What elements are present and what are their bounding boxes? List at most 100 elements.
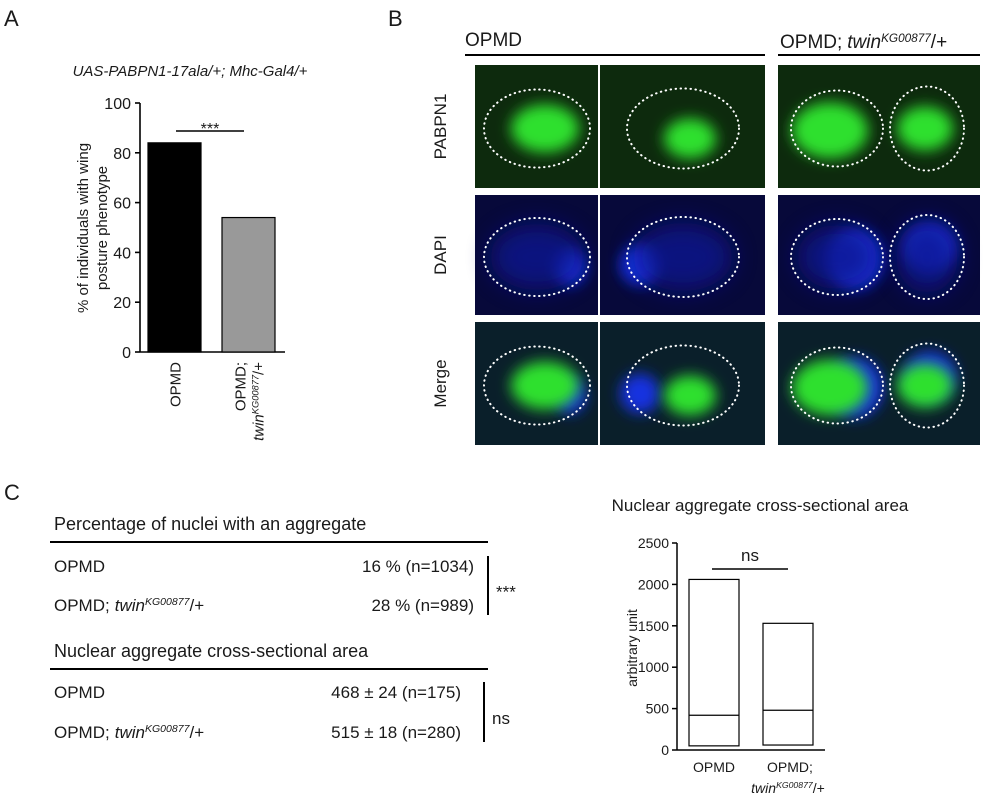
panel-letter: C xyxy=(4,480,20,505)
dapi-signal xyxy=(620,373,660,414)
chart-title: Nuclear aggregate cross-sectional area xyxy=(612,496,909,515)
y-tick-label: 0 xyxy=(122,345,131,362)
genotype-part: OPMD; xyxy=(54,723,110,742)
genotype-part: OPMD xyxy=(54,557,105,576)
genotype-part: OPMD; xyxy=(767,759,813,775)
y-tick-label: 100 xyxy=(104,96,131,113)
genotype-part: KG00877 xyxy=(881,32,931,45)
chart-title: UAS-PABPN1-17ala/+; Mhc-Gal4/+ xyxy=(73,63,308,80)
y-tick-label: 2000 xyxy=(638,576,669,592)
panel-letter: A xyxy=(4,6,19,31)
significance: *** xyxy=(201,121,220,138)
y-axis-label: arbitrary unit xyxy=(624,609,640,687)
y-tick-label: 2500 xyxy=(638,535,669,551)
y-tick-label: 0 xyxy=(661,742,669,758)
row-value: 468 ± 24 (n=175) xyxy=(331,683,461,702)
section-title: Nuclear aggregate cross-sectional area xyxy=(54,641,369,661)
dapi-diffuse xyxy=(896,221,958,293)
nucleus-outline xyxy=(483,345,591,426)
nucleus-outline xyxy=(626,344,740,427)
pabpn1-signal xyxy=(897,363,953,408)
nucleus-outline xyxy=(483,217,591,297)
pabpn1-signal xyxy=(792,102,868,159)
row-label: PABPN1 xyxy=(431,94,450,160)
genotype-part: OPMD xyxy=(693,759,735,775)
y-tick-label: 1500 xyxy=(638,618,669,634)
row-label: DAPI xyxy=(431,235,450,275)
significance: *** xyxy=(496,583,516,602)
genotype-part: OPMD xyxy=(54,683,105,702)
x-tick-label: OPMD; xyxy=(767,759,813,775)
dapi-diffuse xyxy=(633,223,733,291)
genotype-label: OPMD; twinKG00877/+ xyxy=(780,32,947,54)
row-value: 515 ± 18 (n=280) xyxy=(331,723,461,742)
nucleus-outline xyxy=(790,89,884,168)
significance: ns xyxy=(741,546,759,565)
y-axis-label: posture phenotype xyxy=(94,166,111,290)
nucleus-outline xyxy=(483,88,591,169)
genotype-part: /+ xyxy=(251,362,268,375)
range-box xyxy=(688,578,740,747)
pabpn1-signal xyxy=(792,359,868,416)
significance: ns xyxy=(492,709,510,728)
genotype-label: OPMD; twinKG00877/+ xyxy=(54,596,204,615)
genotype-part: /+ xyxy=(813,780,825,796)
row-value: 28 % (n=989) xyxy=(371,596,474,615)
row-label: Merge xyxy=(431,359,450,407)
column-header: OPMD xyxy=(465,30,522,51)
section-title: Percentage of nuclei with an aggregate xyxy=(54,514,366,534)
row-value: 16 % (n=1034) xyxy=(362,557,474,576)
micrographs xyxy=(475,65,980,445)
range-box xyxy=(762,622,814,746)
pabpn1-signal xyxy=(664,118,716,159)
nucleus-outline xyxy=(790,218,884,296)
x-tick-label: OPMD xyxy=(168,362,185,407)
genotype-part: OPMD xyxy=(465,30,522,51)
y-tick-label: 40 xyxy=(113,245,131,262)
genotype-part: twin xyxy=(751,780,776,796)
y-axis-label: % of individuals with wing xyxy=(75,143,92,313)
x-tick-label: twinKG00877/+ xyxy=(751,780,825,796)
x-tick-label: OPMD; xyxy=(233,362,250,411)
genotype-part: KG00877 xyxy=(251,374,261,414)
y-tick-label: 20 xyxy=(113,295,131,312)
genotype-part: KG00877 xyxy=(776,780,814,790)
nucleus-outline xyxy=(626,87,740,170)
dapi-diffuse xyxy=(490,224,584,290)
nucleus-outline xyxy=(889,85,965,172)
dapi-diffuse xyxy=(797,225,877,289)
x-tick-label: OPMD xyxy=(693,759,735,775)
nucleus-outline xyxy=(626,216,740,298)
nucleus-outline xyxy=(889,342,965,429)
genotype-part: twin xyxy=(251,414,268,441)
pabpn1-signal xyxy=(511,104,579,153)
x-tick-label: twinKG00877/+ xyxy=(251,362,268,441)
genotype-part: OPMD; xyxy=(54,596,110,615)
genotype-part: twin xyxy=(847,32,881,53)
genotype-part: /+ xyxy=(189,723,204,742)
y-tick-label: 1000 xyxy=(638,659,669,675)
genotype-part: KG00877 xyxy=(145,596,191,608)
nucleus-outline xyxy=(790,346,884,425)
genotype-part: twin xyxy=(115,723,145,742)
genotype-label: OPMD xyxy=(54,557,105,576)
panel-letter: B xyxy=(388,6,403,31)
nucleus-outline xyxy=(889,214,965,300)
bar xyxy=(221,216,276,353)
genotype-label: OPMD xyxy=(54,683,105,702)
genotype-part: /+ xyxy=(189,596,204,615)
genotype-part: twin xyxy=(115,596,145,615)
genotype-label: OPMD; twinKG00877/+ xyxy=(54,723,204,742)
genotype-part: OPMD; xyxy=(780,32,842,53)
genotype-part: OPMD xyxy=(168,362,185,407)
pabpn1-signal xyxy=(664,375,716,416)
genotype-part: OPMD; xyxy=(233,362,250,411)
y-tick-label: 60 xyxy=(113,196,131,213)
y-tick-label: 80 xyxy=(113,146,131,163)
pabpn1-signal xyxy=(897,106,953,151)
y-tick-label: 500 xyxy=(646,701,670,717)
genotype-part: /+ xyxy=(931,32,947,53)
bar xyxy=(147,142,202,353)
